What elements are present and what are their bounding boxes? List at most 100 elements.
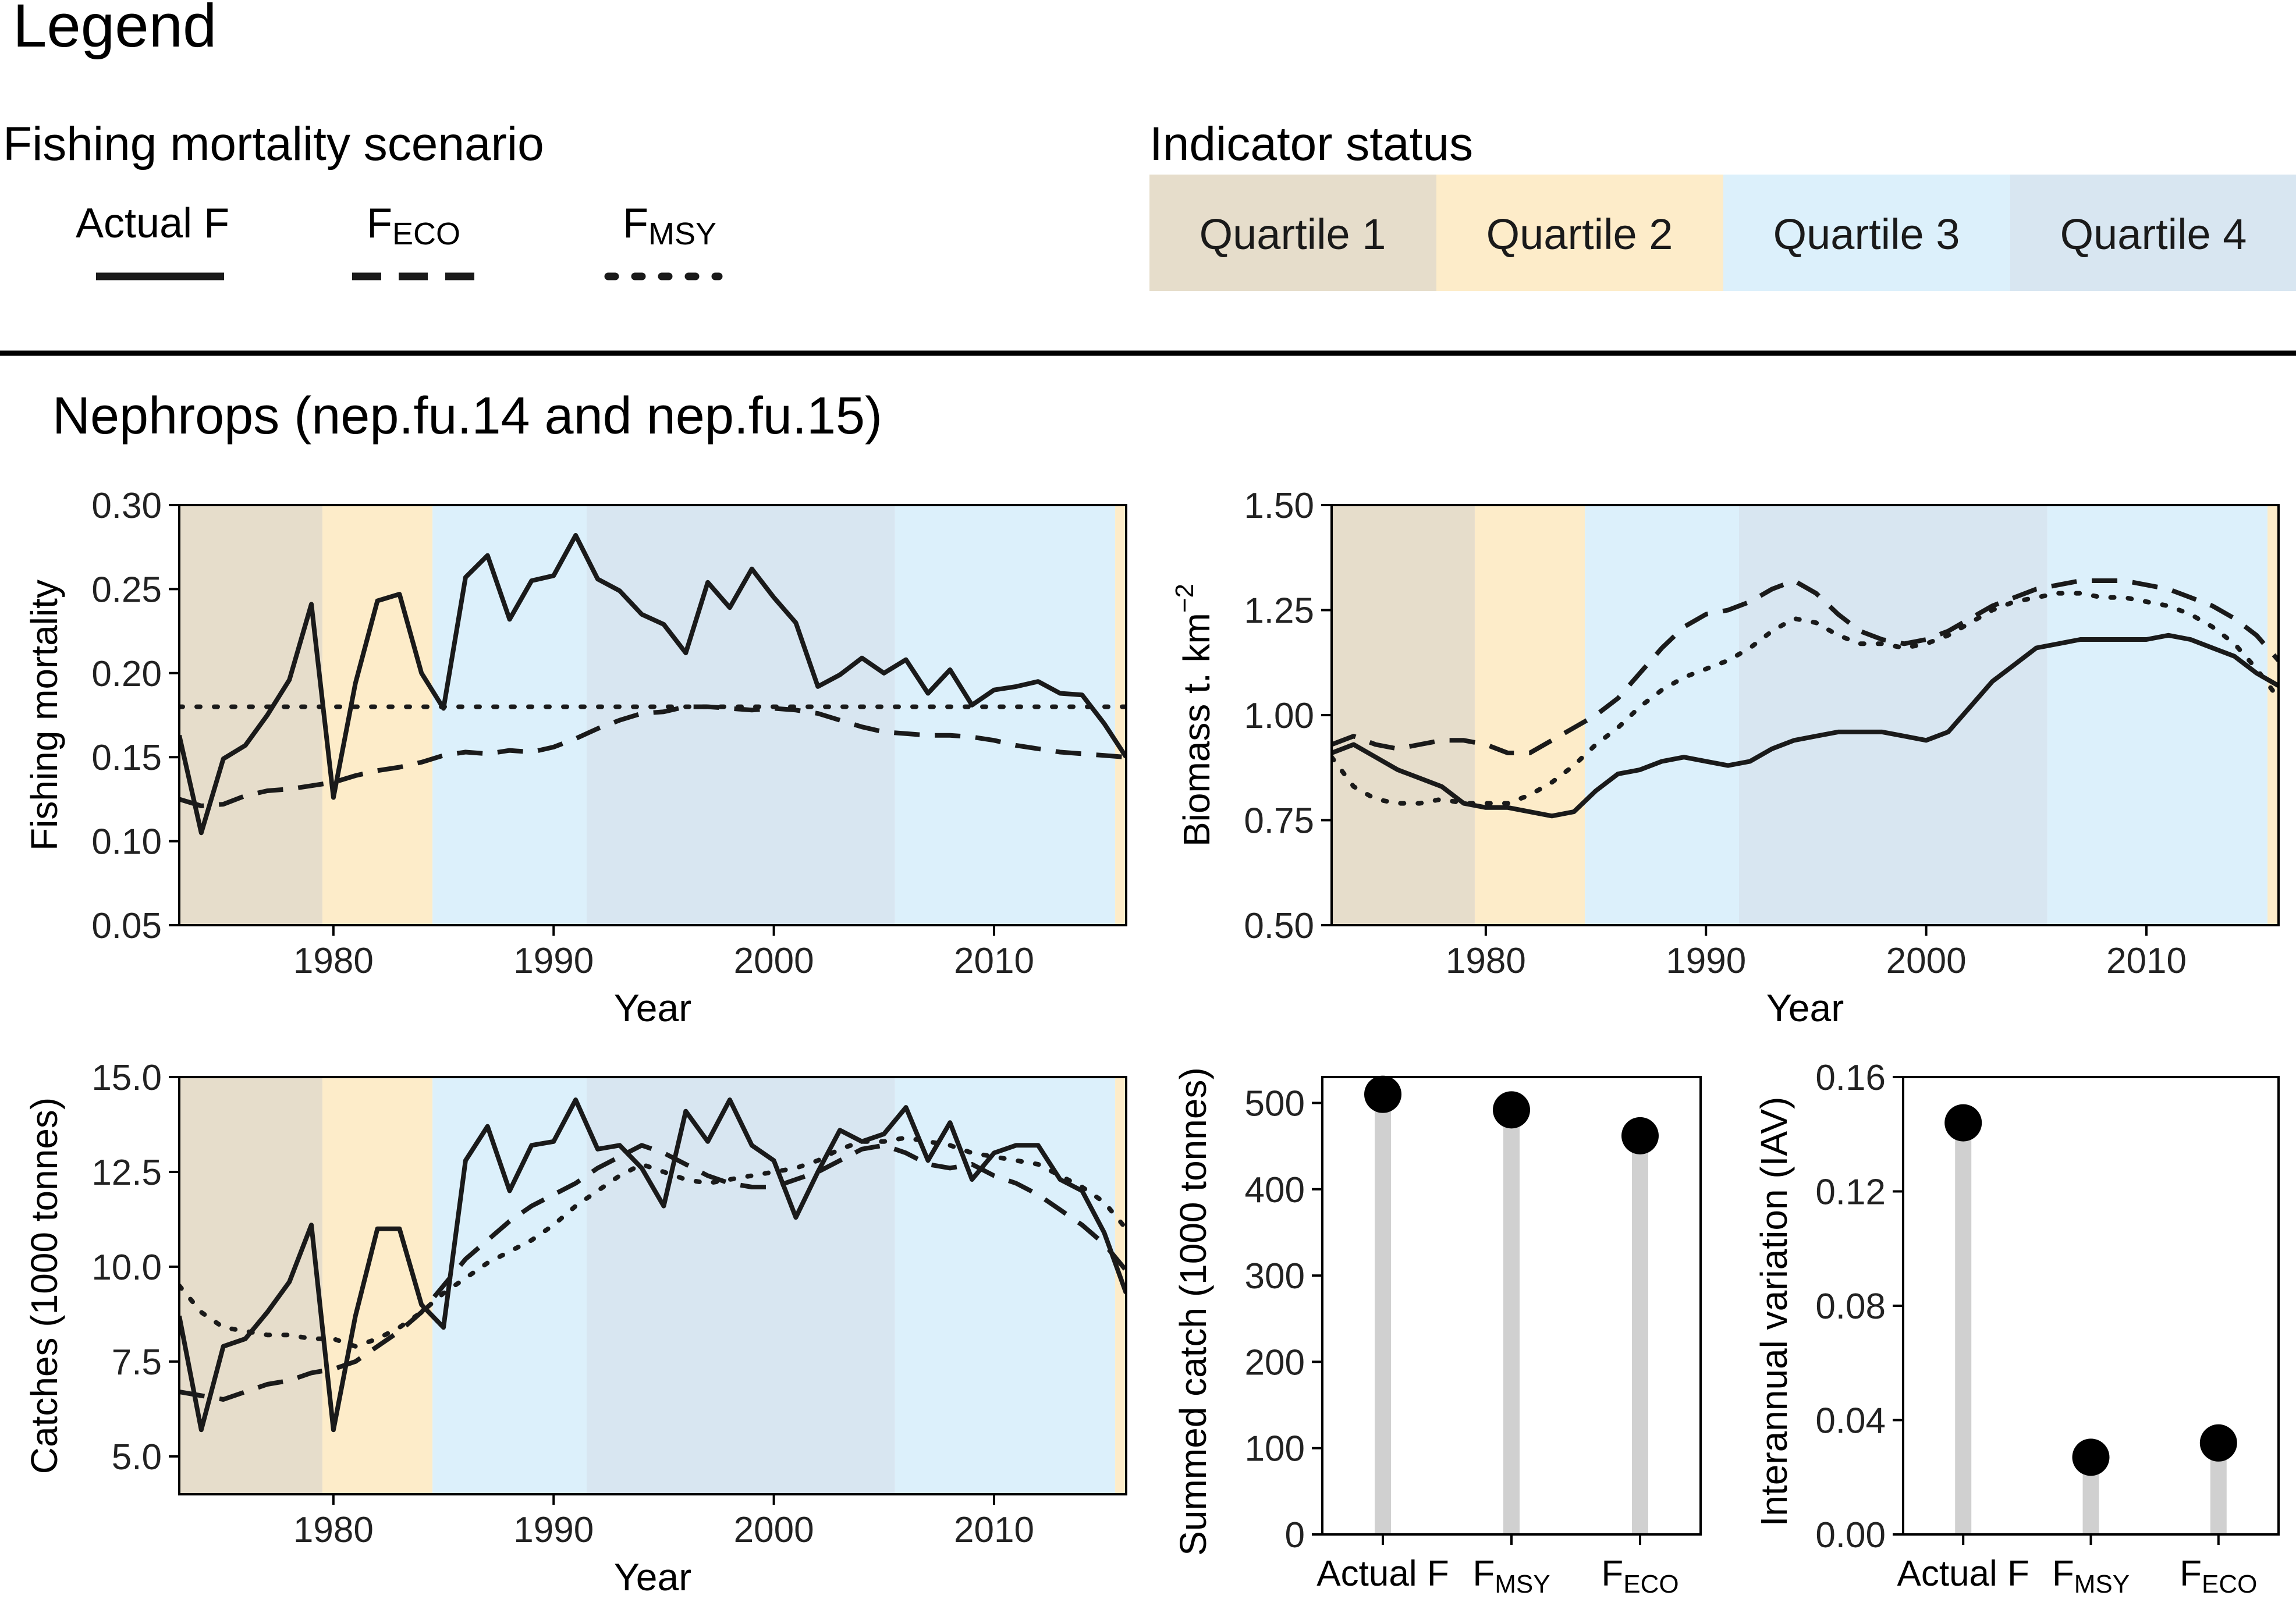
quartile-band — [1332, 505, 1475, 925]
y-tick-label: 0.08 — [1815, 1287, 1886, 1327]
y-tick-label: 0.16 — [1815, 1058, 1886, 1098]
value-dot — [2199, 1424, 2237, 1462]
y-tick-label: 7.5 — [112, 1342, 162, 1383]
y-tick-label: 300 — [1245, 1256, 1305, 1296]
y-tick-label: 100 — [1245, 1429, 1305, 1469]
y-tick-label: 200 — [1245, 1342, 1305, 1383]
y-tick-label: 1.50 — [1244, 486, 1314, 526]
series-dotted-line — [1332, 591, 2279, 806]
quartile-bands — [1332, 505, 2279, 925]
y-tick-label: 0.04 — [1815, 1401, 1886, 1441]
value-dot — [1944, 1104, 1982, 1142]
quartile-1-label: Quartile 1 — [1200, 210, 1386, 258]
y-axis-label: Catches (1000 tonnes) — [23, 1097, 65, 1474]
x-tick-label: FECO — [1601, 1554, 1678, 1598]
y-tick-label: 0.15 — [91, 738, 162, 778]
quartile-1-swatch — [1149, 175, 1436, 291]
x-tick-label-subscript: MSY — [2074, 1570, 2130, 1598]
x-tick-label: 1980 — [293, 941, 374, 981]
y-tick-label: 0.10 — [91, 822, 162, 862]
quartile-bands — [179, 1077, 1126, 1494]
scenario-fmsy-label: FMSY — [623, 200, 716, 251]
y-tick-label: 0.30 — [91, 486, 162, 526]
y-tick-label: 0.20 — [91, 654, 162, 694]
legend-heading: Legend — [13, 0, 217, 60]
catches-chart: 5.0 7.5 10.0 12.5 15.0 1980 1990 2000 2010 Year Ca… — [23, 1058, 1127, 1598]
y-tick-label: 12.5 — [91, 1153, 162, 1193]
x-tick-label-subscript: MSY — [1495, 1570, 1550, 1598]
value-dot — [1364, 1075, 1401, 1113]
plot-frame — [178, 504, 1127, 926]
y-tick-label: 0 — [1285, 1515, 1305, 1555]
x-tick-label: FECO — [2180, 1554, 2257, 1598]
series-solid-line — [1332, 633, 2279, 819]
y-axis-label-text: Catches (1000 tonnes) — [23, 1097, 65, 1474]
section-title: Nephrops (nep.fu.14 and nep.fu.15) — [52, 387, 882, 445]
x-tick-label: 2000 — [734, 941, 814, 981]
x-tick-label: Actual F — [1897, 1554, 2029, 1594]
series-solid-line — [179, 1097, 1126, 1433]
y-axis-label: Interannual variation (IAV) — [1753, 1097, 1795, 1527]
plot-frame — [178, 1076, 1127, 1495]
quartile-band — [1115, 505, 1126, 925]
quartile-band — [586, 1077, 895, 1494]
x-axis-label: Year — [1766, 986, 1844, 1029]
y-tick-label: 1.25 — [1244, 591, 1314, 631]
biomass-chart: 0.50 0.75 1.00 1.25 1.50 1980 1990 2000 2010 Year… — [1170, 486, 2280, 1029]
y-tick-label: 0.05 — [91, 906, 162, 946]
x-tick-label-text: Actual F — [1897, 1554, 2029, 1594]
quartile-band — [322, 505, 433, 925]
y-axis-label-superscript: −2 — [1170, 584, 1199, 613]
y-tick-label: 10.0 — [91, 1248, 162, 1288]
value-dot — [1493, 1091, 1530, 1129]
y-tick-label: 400 — [1245, 1170, 1305, 1210]
x-tick-label-text: F — [2052, 1554, 2074, 1594]
x-tick-label: 2010 — [954, 941, 1034, 981]
x-tick-label: 2010 — [954, 1510, 1034, 1550]
quartile-band — [1474, 505, 1585, 925]
x-tick-label: 2000 — [1886, 941, 1967, 981]
value-dot — [1621, 1117, 1659, 1154]
quartile-band — [895, 505, 1116, 925]
x-tick-label-subscript: ECO — [2202, 1570, 2257, 1598]
scenario-title: Fishing mortality scenario — [3, 118, 544, 170]
quartile-legend: Quartile 1 Quartile 2 Quartile 3 Quartil… — [1149, 175, 2296, 291]
quartile-band — [1115, 1077, 1126, 1494]
quartile-band — [2047, 505, 2268, 925]
y-tick-label: 0.25 — [91, 570, 162, 610]
series-solid-line — [179, 533, 1126, 836]
x-tick-label-text: Actual F — [1316, 1554, 1449, 1594]
quartile-bands — [179, 505, 1126, 925]
quartile-3-label: Quartile 3 — [1773, 210, 1960, 258]
quartile-3-swatch — [1723, 175, 2010, 291]
series-group — [179, 1097, 1126, 1433]
x-tick-label: 1990 — [1666, 941, 1746, 981]
x-axis-label: Year — [614, 986, 691, 1029]
x-tick-label: 2000 — [734, 1510, 814, 1550]
quartile-4-swatch — [2010, 175, 2296, 291]
quartile-band — [1738, 505, 2047, 925]
x-tick-label: 2010 — [2106, 941, 2187, 981]
y-tick-label: 5.0 — [112, 1437, 162, 1477]
scenario-fmsy: FMSY — [604, 200, 723, 280]
x-tick-label: 1990 — [513, 941, 594, 981]
y-tick-label: 0.00 — [1815, 1515, 1886, 1555]
series-dotted-line — [179, 1135, 1126, 1349]
y-tick-label: 500 — [1245, 1083, 1305, 1124]
x-tick-label: 1980 — [293, 1510, 374, 1550]
series-group — [1332, 578, 2279, 819]
x-axis-label: Year — [614, 1555, 691, 1598]
quartile-4-label: Quartile 4 — [2060, 210, 2247, 258]
quartile-band — [1585, 505, 1739, 925]
quartile-band — [895, 1077, 1116, 1494]
status-title: Indicator status — [1149, 118, 1473, 170]
x-tick-label-text: F — [1601, 1554, 1623, 1594]
series-group — [179, 533, 1126, 836]
scenario-feco-label: FECO — [367, 200, 460, 251]
y-tick-label: 15.0 — [91, 1058, 162, 1098]
quartile-2-label: Quartile 2 — [1486, 210, 1673, 258]
y-tick-label: 0.50 — [1244, 906, 1314, 946]
x-tick-label: Actual F — [1316, 1554, 1449, 1594]
y-axis-label: Summed catch (1000 tonnes) — [1172, 1067, 1214, 1556]
y-tick-label: 1.00 — [1244, 696, 1314, 736]
